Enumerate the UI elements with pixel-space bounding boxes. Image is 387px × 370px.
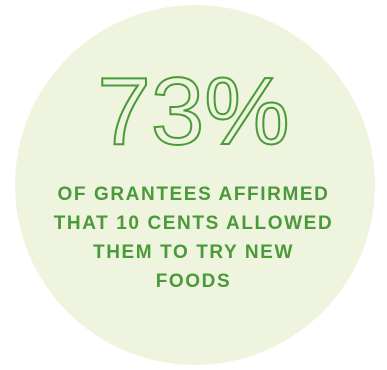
caption-line: OF GRANTEES AFFIRMED bbox=[57, 184, 330, 205]
stat-value-graphic: 73% bbox=[96, 60, 290, 160]
background-circle bbox=[15, 5, 375, 365]
stat-caption: OF GRANTEES AFFIRMED THAT 10 CENTS ALLOW… bbox=[20, 180, 367, 296]
caption-line: THEM TO TRY NEW bbox=[93, 242, 294, 263]
caption-line: FOODS bbox=[155, 271, 232, 292]
caption-line: THAT 10 CENTS ALLOWED bbox=[53, 213, 334, 234]
stat-value: 73% bbox=[97, 60, 289, 160]
